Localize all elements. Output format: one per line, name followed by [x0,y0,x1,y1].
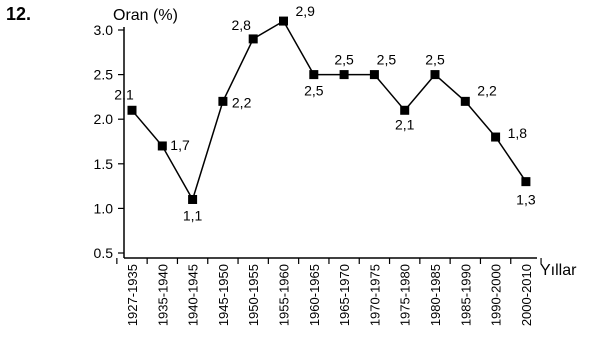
data-point [491,132,501,142]
y-tick-label: 2.5 [94,67,114,83]
y-tick-label: 1.0 [94,200,114,216]
data-point [157,141,167,151]
x-tick-label: 1935-1940 [155,264,170,326]
series-line [131,20,527,202]
x-tick-label: 1975-1980 [398,264,413,326]
data-point [309,70,319,80]
data-point [218,96,228,106]
x-tick-label: 1980-1985 [428,264,443,326]
data-point [369,70,379,80]
data-point [248,34,258,44]
data-point [460,96,470,106]
x-tick-label: 1970-1975 [367,264,382,326]
x-tick-label: 1927-1935 [125,264,140,326]
data-point [400,105,410,115]
x-tick-label: 1945-1950 [216,264,231,326]
x-axis-title: Yıllar [540,262,577,279]
data-label: 2,2 [477,82,497,98]
question-number: 12. [6,4,31,24]
y-tick-label: 3.0 [94,22,114,38]
data-label: 1,7 [170,137,190,153]
data-point [430,70,440,80]
data-point [279,16,288,26]
data-point [188,194,198,204]
data-label: 2,5 [304,83,324,99]
data-label: 1,1 [183,207,203,223]
x-tick-label: 1985-1990 [458,264,473,326]
y-tick-label: 2.0 [94,111,114,127]
x-tick-label: 1940-1945 [186,264,201,326]
data-label: 2,1 [114,86,134,102]
data-label: 2,5 [377,52,397,68]
y-tick-label: 1.5 [94,156,114,172]
data-label: 2,5 [334,52,354,68]
y-tick-label: 0.5 [94,245,114,261]
data-point [339,70,349,80]
data-label: 2,8 [231,17,251,33]
data-label: 2,9 [296,3,316,19]
data-label: 2,2 [232,94,252,110]
x-tick-label: 1950-1955 [246,264,261,326]
x-tick-label: 1955-1960 [277,264,292,326]
x-tick-label: 1960-1965 [307,264,322,326]
data-label: 1,3 [516,192,536,208]
x-tick-label: 1965-1970 [337,264,352,326]
data-point [127,105,137,115]
x-tick-label: 2000-2010 [519,264,534,326]
data-label: 1,8 [508,125,528,141]
y-axis-title: Oran (%) [113,7,178,24]
data-label: 2,5 [425,52,445,68]
data-label: 2,1 [395,116,415,132]
data-point [521,177,531,187]
x-tick-label: 1990-2000 [489,264,504,326]
